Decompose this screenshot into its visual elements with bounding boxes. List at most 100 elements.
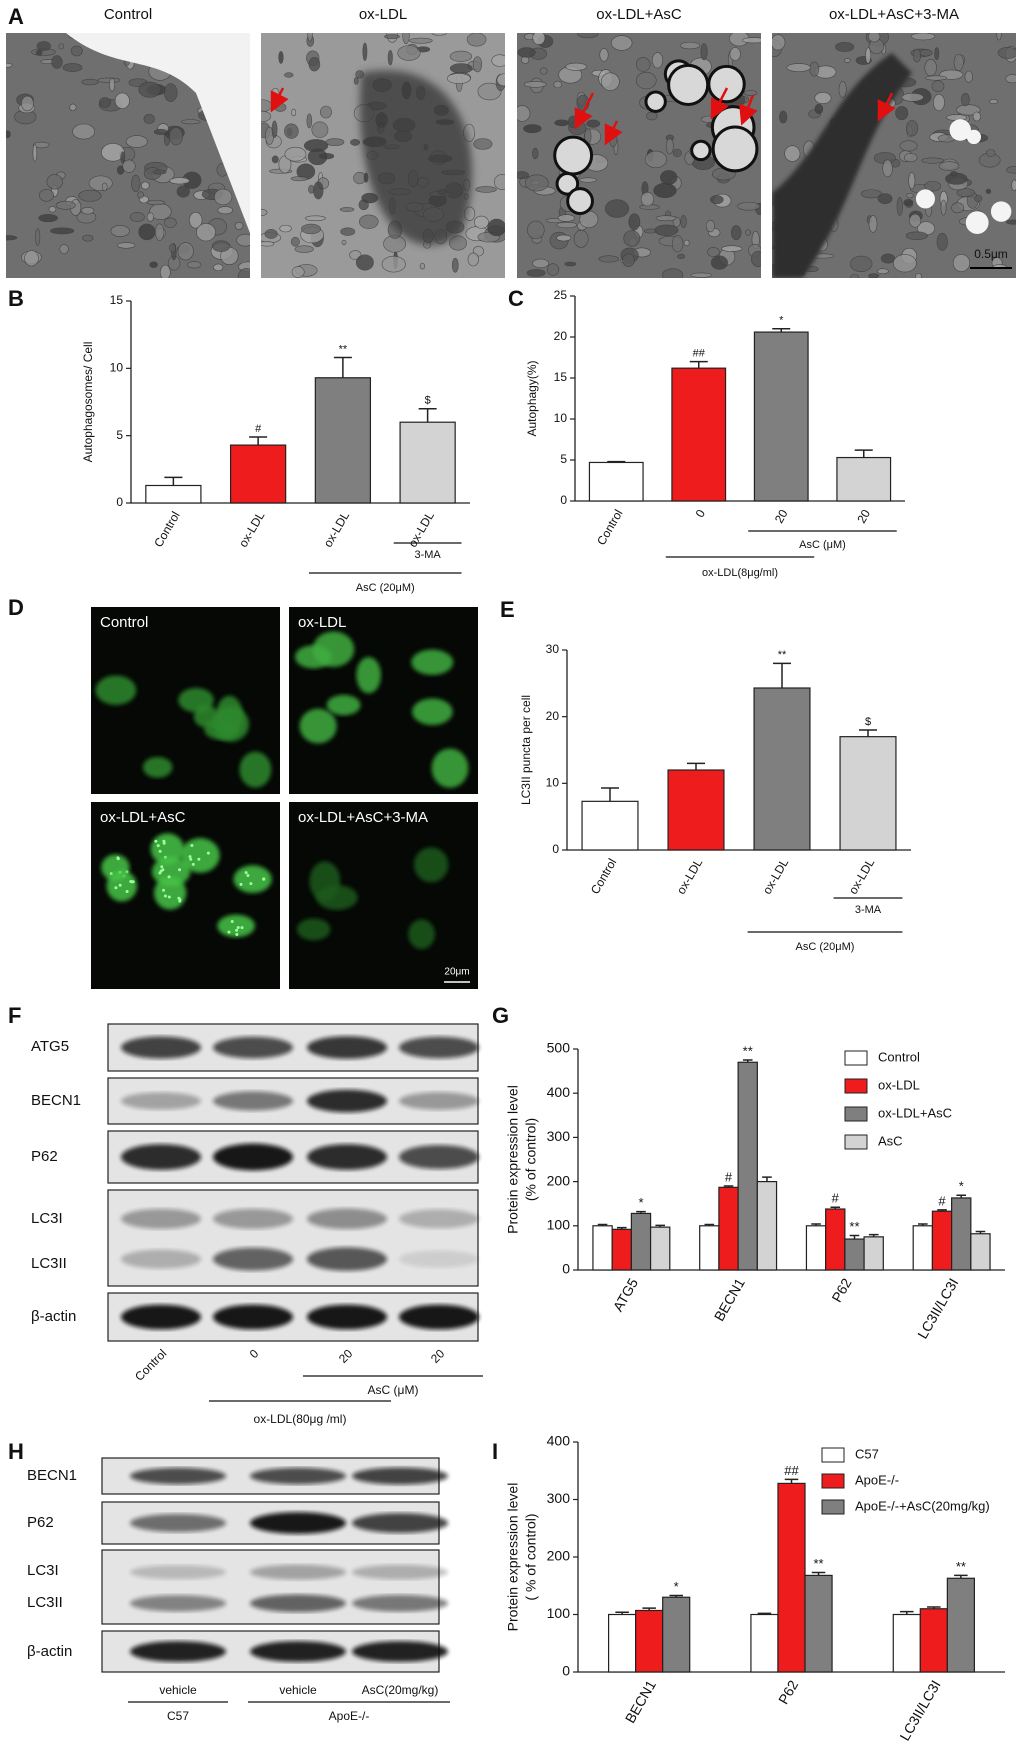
organelle bbox=[700, 43, 708, 61]
error-bar bbox=[772, 328, 791, 333]
puncta bbox=[114, 886, 118, 890]
organelle bbox=[997, 47, 1016, 59]
blot-band bbox=[213, 1091, 293, 1111]
organelle bbox=[565, 62, 587, 71]
bar bbox=[863, 1236, 884, 1271]
y-tick-label: 400 bbox=[547, 1433, 571, 1449]
organelle bbox=[772, 34, 786, 51]
organelle bbox=[786, 63, 812, 72]
organelle bbox=[651, 52, 664, 69]
organelle bbox=[196, 223, 216, 242]
organelle bbox=[129, 212, 145, 223]
organelle bbox=[340, 227, 356, 236]
error-bar bbox=[601, 787, 619, 802]
organelle bbox=[491, 54, 505, 67]
cell bbox=[412, 698, 453, 726]
micrograph bbox=[6, 33, 250, 278]
blot-band bbox=[352, 1467, 448, 1485]
panel-letter: G bbox=[492, 1003, 509, 1028]
y-tick-label: 0 bbox=[552, 842, 559, 856]
organelle bbox=[359, 214, 379, 229]
organelle bbox=[446, 73, 471, 84]
organelle bbox=[934, 47, 940, 60]
organelle bbox=[653, 182, 677, 199]
organelle bbox=[261, 241, 275, 247]
organelle bbox=[163, 83, 178, 102]
organelle bbox=[901, 92, 924, 102]
bar bbox=[649, 1226, 671, 1271]
significance-marker: ## bbox=[693, 348, 706, 360]
significance-marker: ** bbox=[743, 1043, 753, 1058]
autophagosome bbox=[566, 187, 594, 215]
group-label: ApoE-/- bbox=[329, 1709, 370, 1723]
vacuole bbox=[949, 119, 971, 141]
organelle bbox=[924, 59, 937, 77]
organelle bbox=[705, 219, 715, 233]
organelle bbox=[353, 77, 359, 85]
scale-label: 20μm bbox=[444, 967, 469, 978]
organelle bbox=[951, 202, 965, 214]
organelle bbox=[146, 199, 165, 206]
bar bbox=[608, 1613, 637, 1673]
error-bar bbox=[669, 1594, 683, 1598]
puncta bbox=[239, 882, 243, 886]
bar bbox=[805, 1225, 827, 1271]
autophagosome bbox=[711, 125, 759, 173]
y-tick-label: 200 bbox=[547, 1548, 571, 1564]
organelle bbox=[339, 207, 355, 212]
y-tick-label: 10 bbox=[110, 361, 124, 375]
organelle bbox=[577, 33, 599, 39]
organelle bbox=[274, 102, 287, 112]
organelle bbox=[849, 255, 873, 272]
organelle bbox=[82, 234, 94, 242]
group-label: AsC (20μM) bbox=[356, 582, 415, 594]
organelle bbox=[690, 272, 713, 278]
organelle bbox=[278, 51, 284, 64]
organelle bbox=[628, 213, 641, 231]
organelle bbox=[972, 111, 981, 122]
organelle bbox=[451, 257, 459, 273]
organelle bbox=[557, 214, 575, 222]
organelle bbox=[906, 119, 918, 137]
blot-row-label: LC3I bbox=[27, 1562, 59, 1579]
bar bbox=[844, 1238, 865, 1271]
organelle bbox=[38, 214, 58, 223]
puncta bbox=[191, 862, 195, 866]
bar bbox=[825, 1208, 846, 1271]
vacuole bbox=[990, 201, 1012, 222]
organelle bbox=[925, 75, 947, 81]
organelle bbox=[291, 266, 305, 278]
blot-band bbox=[130, 1513, 226, 1533]
organelle bbox=[809, 61, 820, 77]
bar bbox=[919, 1608, 948, 1673]
cell bbox=[151, 856, 191, 887]
cell bbox=[326, 694, 361, 716]
legend-swatch bbox=[844, 1078, 868, 1094]
error-bar bbox=[784, 1478, 799, 1484]
error-bar bbox=[636, 1210, 646, 1214]
error-bar bbox=[849, 1234, 860, 1240]
organelle bbox=[880, 253, 896, 264]
organelle bbox=[665, 138, 674, 155]
organelle bbox=[169, 177, 190, 185]
organelle bbox=[911, 33, 936, 41]
organelle bbox=[177, 242, 194, 261]
blot-row-label: LC3I bbox=[31, 1210, 63, 1227]
organelle bbox=[895, 106, 909, 121]
organelle bbox=[146, 212, 154, 222]
puncta bbox=[235, 928, 239, 932]
organelle bbox=[402, 33, 410, 45]
puncta bbox=[262, 877, 266, 881]
group-label: ox-LDL(8μg/ml) bbox=[702, 567, 778, 579]
puncta bbox=[125, 890, 129, 894]
organelle bbox=[214, 188, 233, 206]
blot-band bbox=[307, 1304, 387, 1330]
cell bbox=[316, 885, 358, 910]
organelle bbox=[153, 169, 167, 175]
organelle bbox=[261, 110, 272, 123]
blot-band bbox=[213, 1143, 293, 1171]
organelle bbox=[473, 138, 493, 150]
autophagosome bbox=[707, 64, 746, 104]
organelle bbox=[109, 78, 116, 92]
organelle bbox=[924, 180, 942, 192]
